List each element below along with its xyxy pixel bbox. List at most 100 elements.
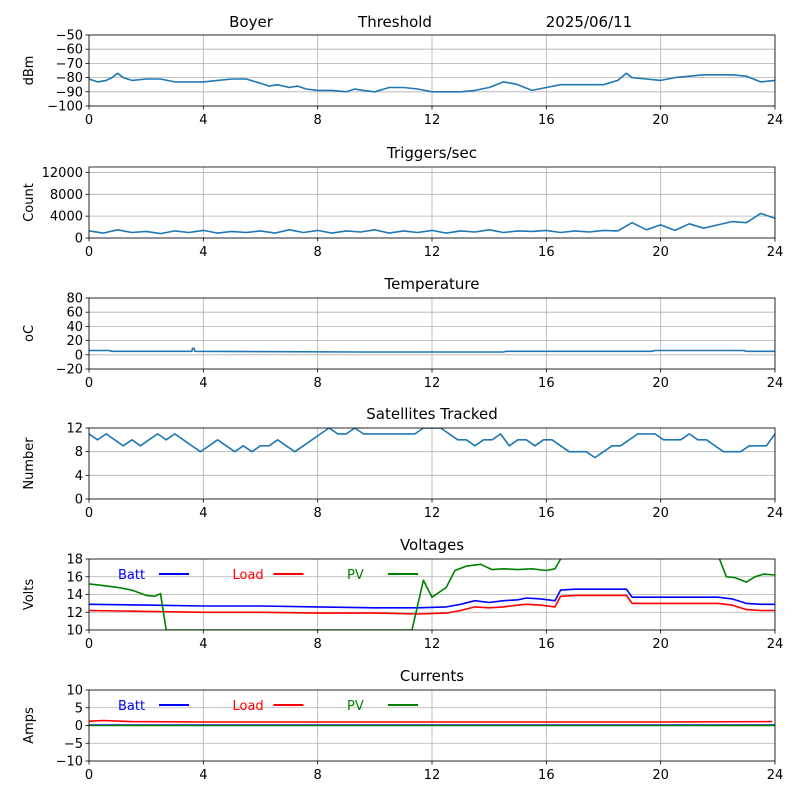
- chart-panel-1: 0 4 8 12 16 20 24 −100−90−80−70−60−50 dBm: [22, 29, 783, 129]
- y-tick-label: 4000: [50, 210, 83, 225]
- y-tick-label: 8: [75, 445, 83, 460]
- y-tick-label: 0: [75, 719, 83, 734]
- legend-label-pv: PV: [347, 568, 364, 583]
- series-group: [89, 559, 775, 630]
- x-tick-label: 24: [767, 506, 784, 521]
- x-tick-label: 20: [652, 245, 669, 260]
- x-tick-label: 12: [424, 113, 441, 128]
- chart-title: Temperature: [383, 275, 479, 293]
- x-tick-label: 12: [424, 768, 441, 783]
- series-line-1: [89, 428, 775, 459]
- x-tick-label: 16: [538, 113, 555, 128]
- x-tick-label: 20: [652, 376, 669, 391]
- x-tick-label: 20: [652, 637, 669, 652]
- series-line-1: [89, 72, 775, 93]
- x-tick-label: 12: [424, 376, 441, 391]
- y-axis-label: Volts: [22, 579, 37, 611]
- y-tick-label: −10: [56, 755, 83, 770]
- y-tick-label: 5: [75, 701, 83, 716]
- series-line-1: [89, 347, 775, 353]
- x-tick-label: 24: [767, 113, 784, 128]
- x-tick-label: 20: [652, 768, 669, 783]
- chart-title: Currents: [400, 667, 464, 685]
- series-line-pv: [89, 559, 775, 630]
- x-tick-label: 4: [199, 768, 207, 783]
- x-tick-label: 8: [314, 637, 322, 652]
- x-tick-label: 12: [424, 506, 441, 521]
- y-tick-label: −60: [56, 43, 83, 58]
- x-tick-label: 4: [199, 637, 207, 652]
- legend-label-pv: PV: [347, 699, 364, 714]
- x-tick-label: 4: [199, 113, 207, 128]
- y-tick-label: −5: [64, 737, 83, 752]
- chart-panel-2: 0 4 8 12 16 20 24 0 4000 8000 12000 Triggers/sec Cou…: [22, 144, 783, 260]
- x-tick-label: 0: [85, 506, 93, 521]
- legend-label-batt: Batt: [118, 568, 145, 583]
- y-axis-label: Amps: [22, 707, 37, 744]
- y-tick-label: 12000: [42, 166, 83, 181]
- chart-panel-4: 0 4 8 12 16 20 24 0 4 8 12 Satellites Tracked Number: [22, 405, 783, 521]
- y-axis-label: Number: [22, 437, 37, 490]
- y-tick-label: 10: [66, 624, 83, 639]
- series-line-load: [89, 594, 775, 615]
- x-tick-label: 12: [424, 245, 441, 260]
- chart-panel-5: 0 4 8 12 16 20 24 10 12 14 16 18 Voltages Volts Batt Lo…: [22, 536, 783, 652]
- y-tick-label: 16: [66, 570, 83, 585]
- series-group: [89, 428, 775, 459]
- series-group: [89, 72, 775, 93]
- chart-title: Triggers/sec: [386, 144, 477, 162]
- y-tick-label: −100: [47, 100, 83, 115]
- y-tick-label: 0: [75, 493, 83, 508]
- y-tick-label: 8000: [50, 188, 83, 203]
- x-tick-label: 24: [767, 768, 784, 783]
- x-tick-label: 20: [652, 113, 669, 128]
- y-axis-label: Count: [22, 183, 37, 222]
- y-tick-label: 14: [66, 588, 83, 603]
- series-line-1: [89, 212, 775, 235]
- x-tick-label: 12: [424, 637, 441, 652]
- x-tick-label: 16: [538, 768, 555, 783]
- y-tick-label: 80: [66, 292, 83, 307]
- y-tick-label: 20: [66, 334, 83, 349]
- y-tick-label: 10: [66, 684, 83, 699]
- y-axis-label: dBm: [22, 56, 37, 86]
- legend-label-load: Load: [233, 699, 264, 714]
- x-tick-label: 8: [314, 113, 322, 128]
- series-group: [89, 719, 775, 727]
- header-station: Boyer: [229, 13, 274, 31]
- series-line-batt: [89, 588, 775, 609]
- y-tick-label: 60: [66, 306, 83, 321]
- y-tick-label: 12: [66, 606, 83, 621]
- y-tick-label: 40: [66, 320, 83, 335]
- y-tick-label: 18: [66, 553, 83, 568]
- x-tick-label: 4: [199, 506, 207, 521]
- header-date: 2025/06/11: [546, 13, 632, 31]
- x-tick-label: 4: [199, 245, 207, 260]
- chart-panel-6: 0 4 8 12 16 20 24 −10 −5 0 5 10 Currents Amps Batt Load…: [22, 667, 783, 783]
- x-tick-label: 8: [314, 768, 322, 783]
- x-tick-label: 24: [767, 376, 784, 391]
- x-tick-label: 0: [85, 376, 93, 391]
- x-tick-label: 0: [85, 245, 93, 260]
- y-tick-label: −90: [56, 85, 83, 100]
- y-tick-label: 0: [75, 232, 83, 247]
- x-tick-label: 8: [314, 245, 322, 260]
- x-tick-label: 24: [767, 637, 784, 652]
- y-tick-label: −70: [56, 57, 83, 72]
- y-tick-label: 0: [75, 348, 83, 363]
- x-tick-label: 16: [538, 637, 555, 652]
- x-tick-label: 8: [314, 506, 322, 521]
- y-axis-label: oC: [22, 325, 37, 342]
- y-tick-label: −50: [56, 29, 83, 44]
- x-tick-label: 16: [538, 376, 555, 391]
- y-tick-label: 12: [66, 422, 83, 437]
- chart-title: Voltages: [400, 536, 464, 554]
- chart-title: Satellites Tracked: [366, 405, 497, 423]
- x-tick-label: 4: [199, 376, 207, 391]
- x-tick-label: 0: [85, 768, 93, 783]
- series-group: [89, 347, 775, 353]
- x-tick-label: 16: [538, 245, 555, 260]
